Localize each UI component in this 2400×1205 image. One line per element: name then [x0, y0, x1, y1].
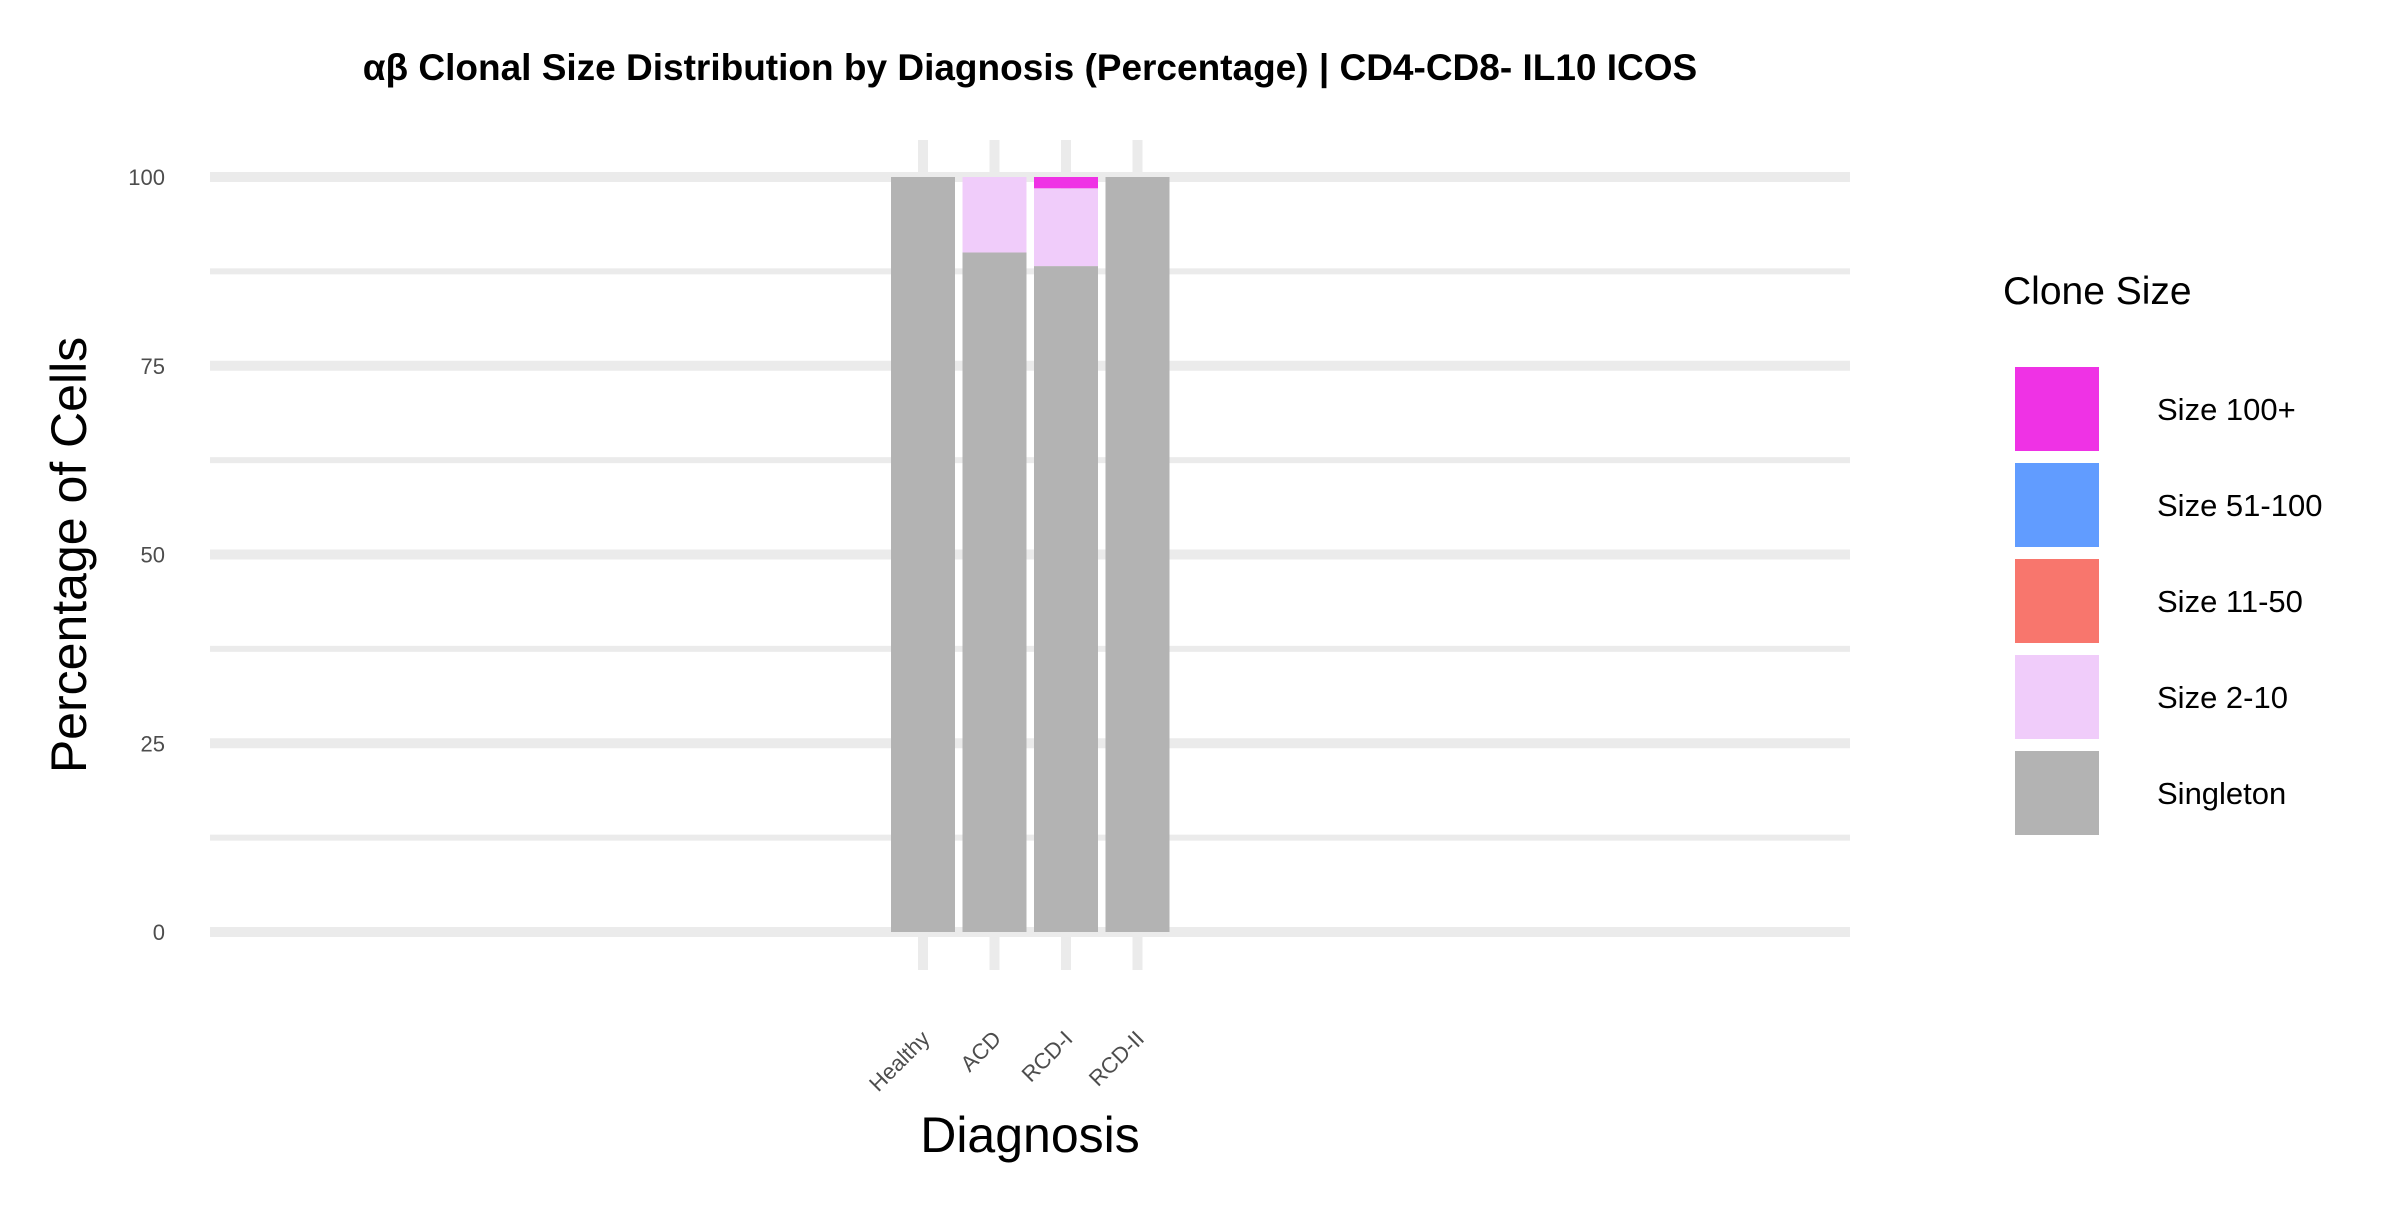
- y-tick-label: 100: [128, 165, 165, 190]
- x-tick-label-rcd-i: RCD-I: [1017, 1026, 1078, 1087]
- x-axis-title: Diagnosis: [920, 1107, 1140, 1163]
- legend-key-size-11-50: [2015, 559, 2099, 643]
- bar-rcd-i-singleton: [1034, 266, 1098, 933]
- x-tick-label-acd: ACD: [956, 1026, 1007, 1077]
- y-tick-label: 0: [153, 920, 165, 945]
- legend-label-size-51-100: Size 51-100: [2157, 488, 2322, 523]
- bar-rcd-i-size-100: [1034, 177, 1098, 189]
- legend-key-size-51-100: [2015, 463, 2099, 547]
- y-tick-label: 25: [141, 731, 165, 756]
- legend-title: Clone Size: [2003, 270, 2192, 313]
- y-axis-ticks: 0 25 50 75 100: [128, 165, 165, 945]
- x-tick-label-healthy: Healthy: [864, 1026, 934, 1096]
- legend-label-singleton: Singleton: [2157, 776, 2286, 811]
- y-tick-label: 50: [141, 543, 165, 568]
- legend-label-size-11-50: Size 11-50: [2157, 584, 2303, 619]
- y-tick-label: 75: [141, 354, 165, 379]
- bar-rcd-i-size-2-10: [1034, 188, 1098, 267]
- bar-healthy-singleton: [891, 177, 955, 932]
- bar-acd-size-2-10: [962, 177, 1027, 253]
- legend-key-size-2-10: [2015, 655, 2099, 739]
- grid-lines: [210, 140, 1850, 970]
- legend-label-size-100: Size 100+: [2157, 392, 2296, 427]
- legend-key-singleton: [2015, 751, 2099, 835]
- legend: Clone Size Size 100+ Size 51-100 Size 11-5…: [2003, 270, 2322, 835]
- legend-label-size-2-10: Size 2-10: [2157, 680, 2288, 715]
- bars: [891, 177, 1170, 933]
- legend-key-size-100: [2015, 367, 2099, 451]
- y-axis-title: Percentage of Cells: [41, 337, 97, 773]
- chart-title: αβ Clonal Size Distribution by Diagnosis…: [363, 47, 1697, 89]
- x-tick-label-rcd-ii: RCD-II: [1084, 1026, 1149, 1091]
- bar-acd-singleton: [962, 252, 1027, 932]
- x-axis-ticks: Healthy ACD RCD-I RCD-II: [864, 1026, 1149, 1096]
- bar-rcd-ii-singleton: [1105, 177, 1170, 932]
